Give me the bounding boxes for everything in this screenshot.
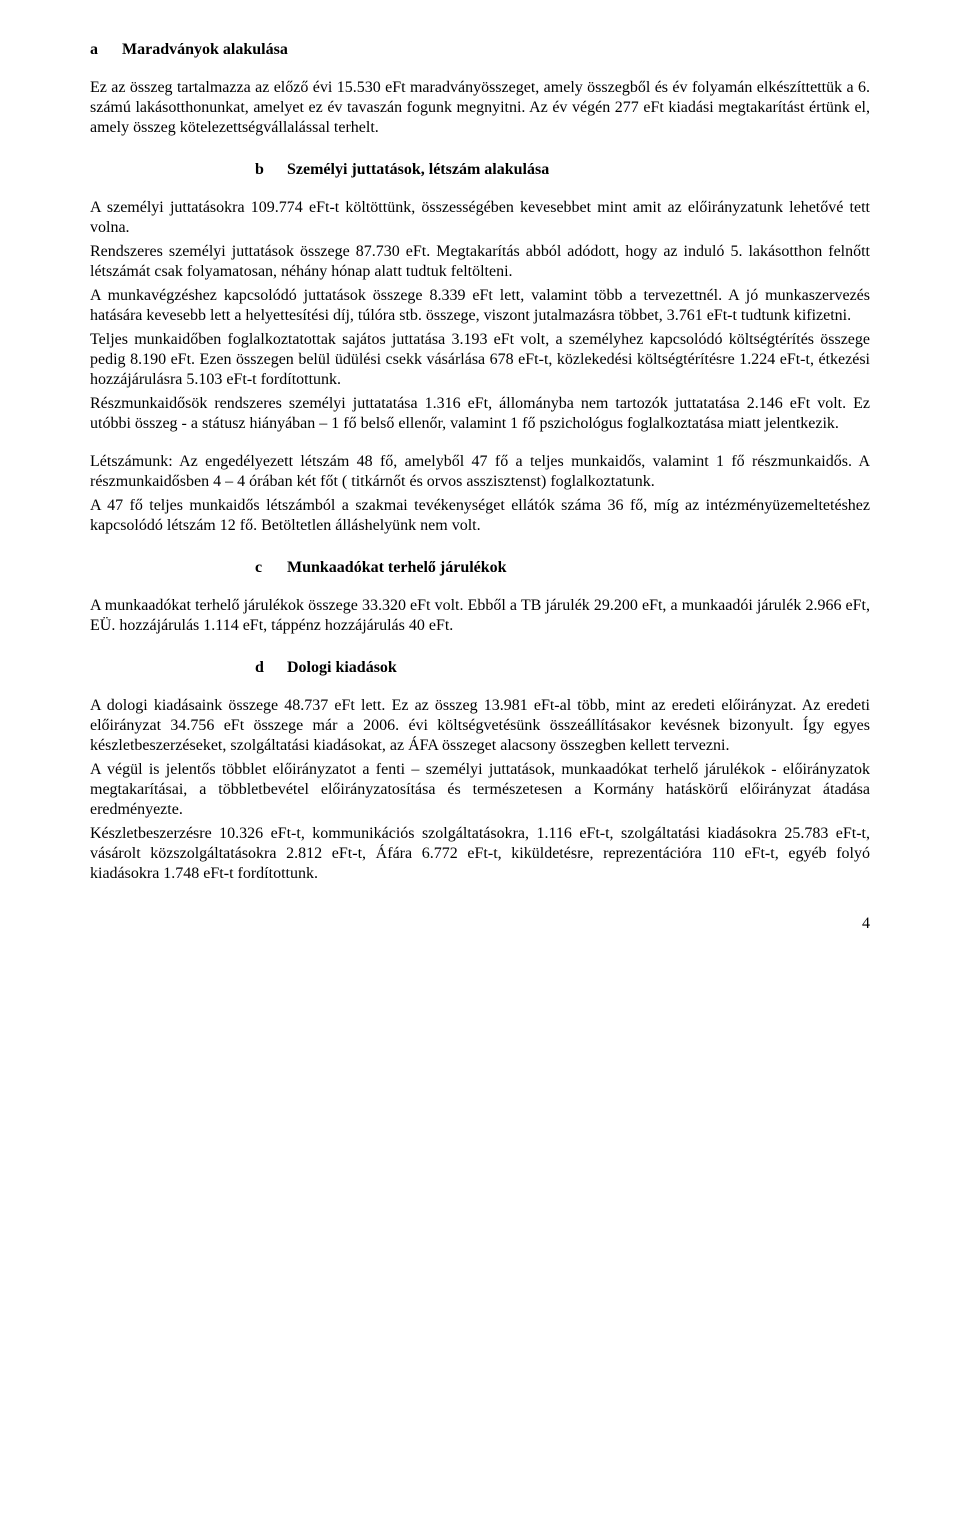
section-b-title: Személyi juttatások, létszám alakulása — [287, 161, 549, 178]
page-number: 4 — [90, 914, 870, 934]
section-b-paragraph-6: Létszámunk: Az engedélyezett létszám 48 … — [90, 452, 870, 492]
section-b-paragraph-4: Teljes munkaidőben foglalkoztatottak saj… — [90, 330, 870, 390]
section-b-paragraph-5: Részmunkaidősök rendszeres személyi jutt… — [90, 394, 870, 434]
section-b-paragraph-1: A személyi juttatásokra 109.774 eFt-t kö… — [90, 198, 870, 238]
section-b-paragraph-7: A 47 fő teljes munkaidős létszámból a sz… — [90, 496, 870, 536]
section-c-title: Munkaadókat terhelő járulékok — [287, 559, 507, 576]
section-b-letter: b — [255, 160, 283, 180]
section-b-heading: b Személyi juttatások, létszám alakulása — [90, 160, 870, 180]
section-d-letter: d — [255, 658, 283, 678]
section-c-letter: c — [255, 558, 283, 578]
section-a-paragraph-1: Ez az összeg tartalmazza az előző évi 15… — [90, 78, 870, 138]
section-b-paragraph-3: A munkavégzéshez kapcsolódó juttatások ö… — [90, 286, 870, 326]
section-d-paragraph-3: Készletbeszerzésre 10.326 eFt-t, kommuni… — [90, 824, 870, 884]
section-d-paragraph-1: A dologi kiadásaink összege 48.737 eFt l… — [90, 696, 870, 756]
section-b-paragraph-2: Rendszeres személyi juttatások összege 8… — [90, 242, 870, 282]
section-a-letter: a — [90, 40, 118, 60]
section-d-title: Dologi kiadások — [287, 659, 397, 676]
section-c-heading: c Munkaadókat terhelő járulékok — [90, 558, 870, 578]
section-a-title: Maradványok alakulása — [122, 41, 288, 58]
section-c-paragraph-1: A munkaadókat terhelő járulékok összege … — [90, 596, 870, 636]
section-d-paragraph-2: A végül is jelentős többlet előirányzato… — [90, 760, 870, 820]
section-a-heading: a Maradványok alakulása — [90, 40, 870, 60]
section-d-heading: d Dologi kiadások — [90, 658, 870, 678]
